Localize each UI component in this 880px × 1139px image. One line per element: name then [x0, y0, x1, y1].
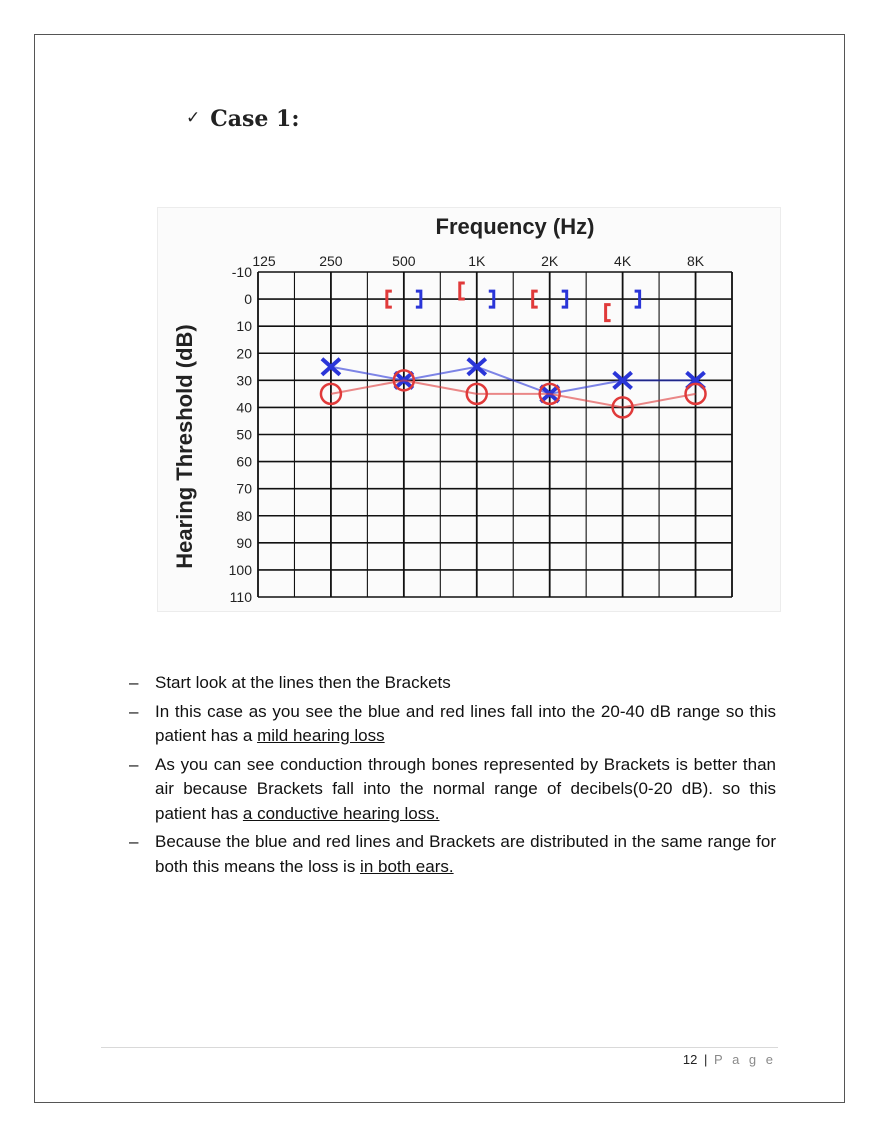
x-tick-label: 2K	[541, 253, 559, 269]
explanation-list: – Start look at the lines then the Bracke…	[129, 671, 776, 883]
underlined-text: a conductive hearing loss.	[242, 803, 440, 823]
red-bracket-marker	[531, 289, 538, 309]
y-tick-label: 40	[236, 399, 252, 415]
red-o-marker	[392, 369, 416, 392]
red-bracket-marker	[458, 281, 465, 301]
audiogram-svg: Frequency (Hz) Hearing Threshold (dB) -10 0…	[172, 214, 733, 605]
bullet-item: – As you can see conduction through bones…	[129, 753, 776, 827]
red-o-marker	[319, 382, 343, 406]
case-title: Case 1:	[210, 106, 300, 132]
x-tick-label: 125	[252, 253, 276, 269]
y-tick-label: 10	[236, 318, 252, 334]
y-tick-label: 110	[230, 589, 253, 605]
bullet-dash: –	[129, 832, 139, 851]
y-tick-label: 50	[236, 427, 252, 443]
blue-x-marker	[612, 370, 633, 390]
y-tick-label: 20	[236, 345, 252, 361]
page-number: 12	[682, 1052, 698, 1067]
page-footer: 12 | P a g e	[683, 1052, 776, 1067]
blue-bracket-marker	[488, 289, 496, 309]
bullet-dash: –	[129, 701, 139, 721]
x-tick-label: 250	[319, 253, 343, 269]
y-tick-label: 30	[236, 372, 252, 388]
blue-x-marker	[320, 357, 342, 377]
y-tick-label: 60	[236, 454, 252, 470]
underlined-text: mild hearing loss	[257, 726, 385, 745]
audiogram-chart: Frequency (Hz) Hearing Threshold (dB) -10 0…	[157, 207, 781, 612]
series-line	[330, 365, 696, 395]
footer-divider	[101, 1047, 778, 1048]
blue-x-marker	[466, 357, 488, 377]
blue-bracket-marker	[561, 289, 569, 309]
checkmark-icon: ✓	[186, 108, 201, 128]
bullet-text: Start look at the lines then the Bracket…	[155, 673, 451, 692]
footer-separator: |	[704, 1052, 708, 1067]
bullet-item: – Because the blue and red lines and Brac…	[129, 830, 776, 879]
bullet-text: In this case as you see the blue and red…	[155, 701, 776, 746]
page-label: P a g e	[714, 1052, 776, 1067]
red-o-marker	[684, 382, 707, 406]
y-tick-label: 70	[236, 481, 252, 497]
bullet-item: – In this case as you see the blue and re…	[129, 700, 776, 749]
red-o-marker	[465, 382, 489, 406]
red-o-marker	[538, 382, 561, 406]
y-tick-label: 90	[236, 535, 252, 551]
x-tick-label: 1K	[468, 253, 486, 269]
bullet-text: Because the blue and red lines and Brack…	[155, 832, 776, 876]
y-tick-label: -10	[232, 264, 252, 280]
y-axis-label: Hearing Threshold (dB)	[172, 324, 197, 568]
y-tick-label: 100	[229, 562, 253, 578]
red-bracket-marker	[385, 289, 392, 309]
bullet-dash: –	[129, 673, 139, 692]
underlined-text: in both ears.	[360, 856, 454, 876]
bullet-text: As you can see conduction through bones …	[155, 754, 776, 823]
red-o-marker	[611, 396, 634, 419]
x-tick-label: 8K	[687, 253, 705, 269]
bullet-dash: –	[129, 754, 139, 774]
y-tick-label: 80	[236, 508, 252, 524]
bullet-item: – Start look at the lines then the Bracke…	[129, 671, 776, 696]
chart-title: Frequency (Hz)	[436, 214, 595, 239]
x-tick-label: 500	[392, 253, 416, 269]
series-line	[330, 379, 696, 409]
page-border	[34, 34, 845, 1103]
blue-bracket-marker	[415, 289, 423, 309]
blue-bracket-marker	[634, 289, 642, 309]
red-bracket-marker	[604, 303, 611, 323]
case-heading: ✓ Case 1:	[186, 106, 300, 132]
x-tick-label: 4K	[614, 253, 632, 269]
y-tick-label: 0	[244, 291, 252, 307]
